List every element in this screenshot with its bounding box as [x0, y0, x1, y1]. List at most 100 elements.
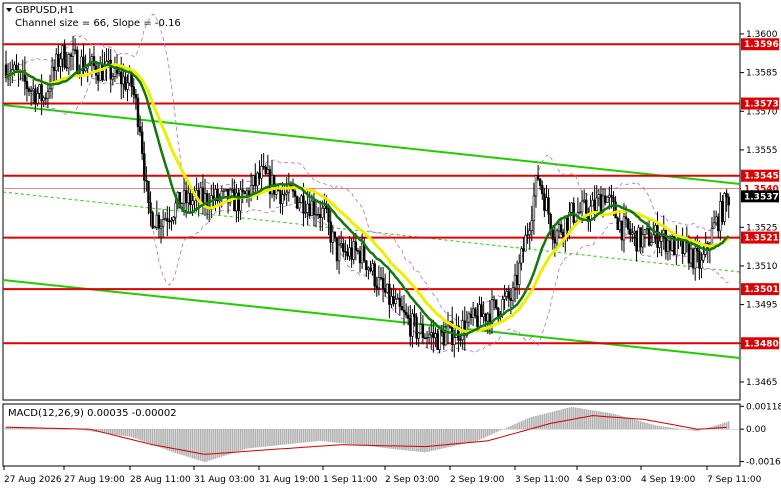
candle-body	[325, 205, 328, 210]
candle-body	[350, 247, 353, 260]
candle-body	[155, 214, 159, 228]
candle-body	[578, 211, 582, 214]
candle-body	[358, 250, 362, 264]
candle-body	[459, 339, 462, 341]
macd-axis: 0.00118 0.00 -0.00167	[740, 402, 781, 468]
candle-body	[614, 201, 617, 219]
candle-body	[164, 218, 167, 221]
candle-body	[300, 195, 303, 203]
candle-body	[44, 97, 48, 100]
macd-signal-line	[6, 415, 727, 455]
candle-body	[99, 63, 102, 81]
candle-body	[559, 224, 563, 233]
candle-body	[402, 309, 406, 313]
candle-body	[377, 277, 381, 289]
candle-body	[344, 251, 347, 253]
candle-body	[254, 175, 257, 187]
candle-body	[566, 217, 569, 231]
level-label: 1.3480	[744, 339, 779, 349]
price-tick-label: 1.3555	[746, 146, 778, 156]
candle-body	[478, 304, 481, 328]
candle-body	[168, 220, 171, 223]
candle-body	[161, 219, 165, 227]
level-label-box	[741, 97, 779, 110]
candle-body	[15, 64, 18, 71]
candle-body	[595, 197, 598, 211]
candle-body	[474, 308, 477, 317]
candle-body	[42, 97, 45, 102]
candle-body	[629, 228, 632, 235]
candle-body	[507, 291, 510, 299]
candle-body	[122, 76, 125, 85]
candle-body	[585, 199, 588, 215]
candle-body	[383, 288, 387, 293]
candle-body	[494, 299, 498, 309]
macd-tick-label: 0.00	[746, 425, 766, 435]
candle-body	[36, 93, 39, 104]
candle-body	[107, 59, 110, 62]
candle-body	[503, 296, 506, 300]
support-resistance-levels	[3, 43, 740, 345]
candle-body	[222, 189, 226, 192]
price-panel	[2, 2, 741, 401]
candle-body	[719, 201, 722, 232]
price-tick-label: 1.3570	[746, 107, 778, 117]
candle-body	[582, 199, 586, 202]
candle-body	[279, 190, 282, 205]
candle-body	[616, 217, 619, 230]
candle-body	[453, 337, 456, 345]
candle-body	[515, 274, 519, 286]
candle-body	[331, 231, 334, 243]
candle-body	[714, 216, 718, 224]
candle-body	[444, 331, 448, 346]
candle-body	[61, 45, 64, 60]
candle-body	[243, 191, 247, 195]
candle-body	[333, 231, 337, 239]
candle-body	[717, 216, 720, 232]
candle-body	[231, 188, 234, 191]
candle-body	[147, 180, 150, 203]
candle-body	[620, 220, 624, 241]
candle-body	[373, 263, 376, 287]
candle-body	[687, 242, 691, 264]
candle-body	[390, 295, 393, 305]
candle-body	[593, 199, 596, 211]
candle-body	[482, 313, 485, 318]
candle-body	[134, 94, 138, 99]
candle-body	[298, 202, 301, 209]
candle-body	[492, 299, 496, 301]
candle-body	[509, 297, 513, 301]
price-tick-label: 1.3465	[746, 378, 778, 388]
candle-body	[29, 90, 33, 92]
candle-body	[486, 313, 490, 322]
candle-body	[67, 54, 71, 69]
price-tick-label: 1.3525	[746, 223, 778, 233]
candle-body	[224, 188, 228, 191]
candle-body	[128, 72, 131, 84]
channel-label: Channel size = 66, Slope = -0.16	[15, 18, 181, 29]
candle-body	[59, 58, 62, 67]
candle-body	[639, 227, 642, 248]
candle-body	[664, 229, 668, 253]
candle-body	[199, 187, 203, 203]
candle-body	[656, 225, 659, 248]
candle-body	[149, 202, 152, 213]
time-tick-label: 4 Sep 03:00	[577, 475, 632, 485]
candle-body	[647, 228, 651, 246]
candle-body	[367, 267, 370, 270]
candle-body	[201, 187, 205, 205]
candle-body	[348, 247, 351, 257]
candle-body	[700, 259, 703, 269]
candle-body	[55, 53, 58, 71]
candle-body	[407, 314, 410, 319]
candle-body	[48, 88, 52, 93]
candle-body	[432, 332, 435, 338]
candle-body	[570, 202, 573, 213]
candle-body	[57, 53, 60, 67]
candle-body	[520, 248, 523, 264]
candle-body	[111, 76, 115, 80]
candle-body	[312, 200, 316, 216]
dropdown-triangle-icon[interactable]	[6, 8, 12, 12]
candle-body	[528, 230, 531, 235]
candle-body	[335, 237, 339, 262]
